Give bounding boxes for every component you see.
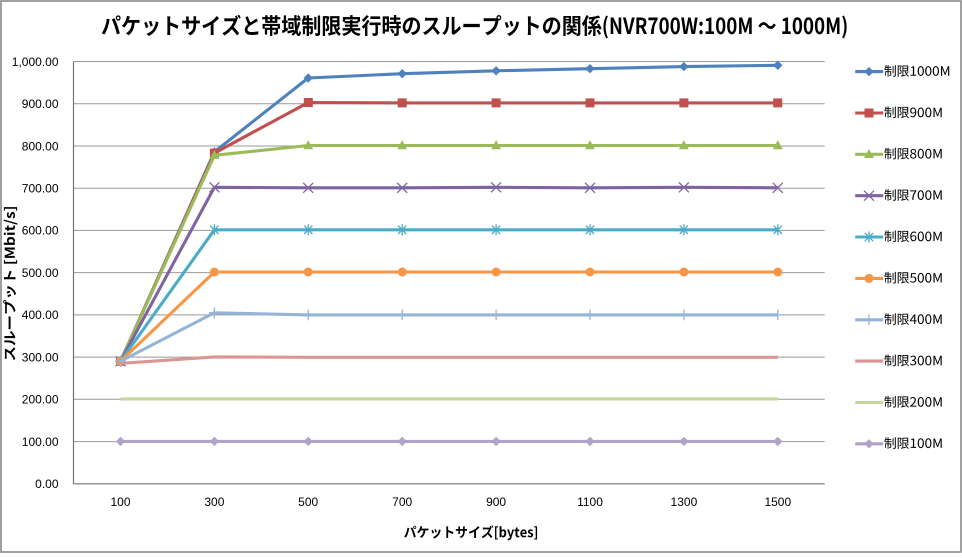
svg-text:600.00: 600.00 xyxy=(22,224,59,238)
svg-text:900: 900 xyxy=(486,495,506,509)
svg-text:500: 500 xyxy=(298,495,318,509)
svg-text:500.00: 500.00 xyxy=(22,266,59,280)
svg-text:900.00: 900.00 xyxy=(22,97,59,111)
svg-text:300: 300 xyxy=(204,495,224,509)
svg-text:400.00: 400.00 xyxy=(22,308,59,322)
svg-text:700: 700 xyxy=(392,495,412,509)
svg-text:1500: 1500 xyxy=(764,495,791,509)
svg-text:700.00: 700.00 xyxy=(22,182,59,196)
svg-text:1,000.00: 1,000.00 xyxy=(12,55,59,69)
svg-text:0.00: 0.00 xyxy=(35,477,59,491)
svg-text:1100: 1100 xyxy=(577,495,603,509)
svg-text:1300: 1300 xyxy=(671,495,698,509)
svg-text:100: 100 xyxy=(110,495,130,509)
svg-text:200.00: 200.00 xyxy=(22,393,59,407)
svg-text:300.00: 300.00 xyxy=(22,350,59,364)
svg-text:800.00: 800.00 xyxy=(22,139,59,153)
svg-text:100.00: 100.00 xyxy=(22,435,59,449)
